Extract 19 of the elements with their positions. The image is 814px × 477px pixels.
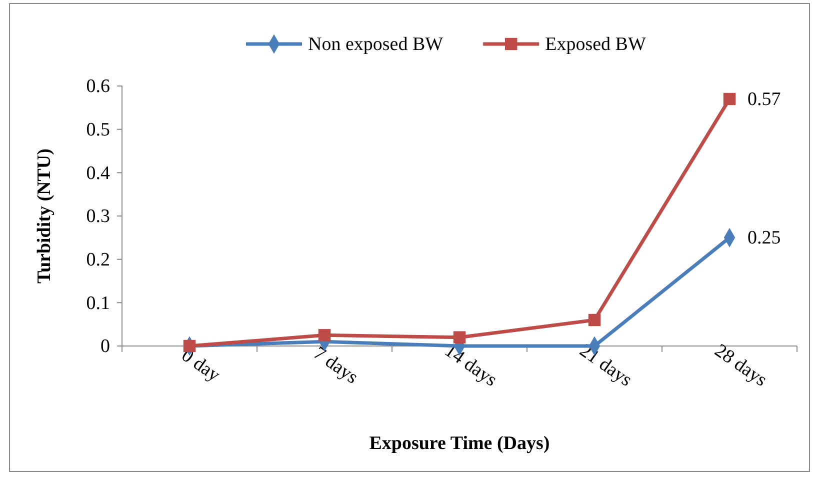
- data-label: 0.25: [748, 228, 781, 249]
- point: [723, 92, 736, 106]
- x-tick-label: 28 days: [710, 340, 771, 391]
- point: [318, 329, 331, 342]
- y-tick-label: 0.4: [86, 162, 110, 184]
- y-tick-label: 0.2: [86, 249, 110, 270]
- y-tick-label: 0.3: [86, 206, 110, 228]
- legend-label: Non exposed BW: [308, 34, 444, 55]
- point: [183, 340, 196, 352]
- point: [453, 331, 466, 344]
- y-tick-label: 0.1: [86, 292, 110, 314]
- y-tick-label: 0: [100, 336, 110, 358]
- point: [588, 314, 601, 326]
- y-tick-label: 0.5: [86, 119, 110, 140]
- legend-label: Exposed BW: [545, 34, 646, 55]
- x-axis-title: Exposure Time (Days): [369, 433, 550, 454]
- y-tick-label: 0.6: [86, 76, 110, 98]
- y-axis-title: Turbidity (NTU): [34, 148, 55, 284]
- data-label: 0.57: [748, 89, 781, 110]
